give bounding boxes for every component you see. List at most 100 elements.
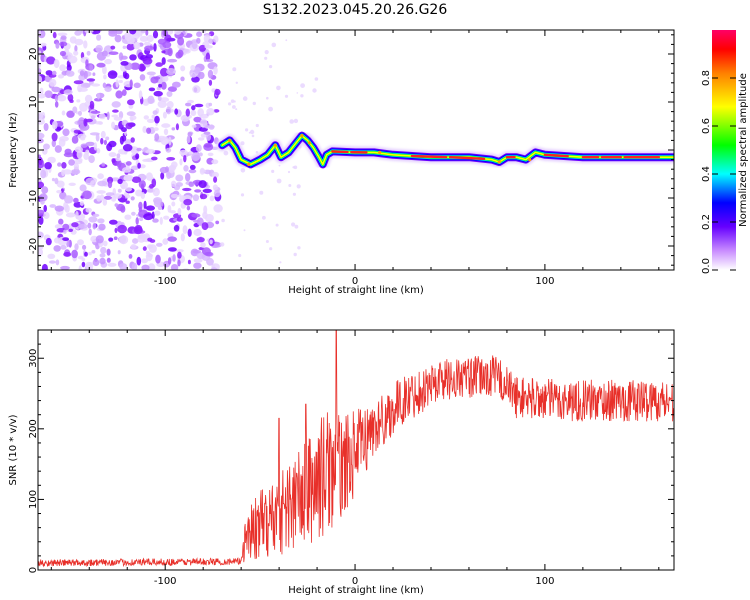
colorbar-label: Normalized spectral amplitude — [738, 73, 749, 227]
x-tick-label: 0 — [352, 276, 358, 287]
noise-blob — [162, 76, 169, 82]
noise-blob — [38, 112, 44, 120]
noise-blob — [235, 108, 238, 111]
noise-blob — [177, 259, 181, 267]
noise-blob — [142, 158, 151, 162]
noise-blob — [43, 123, 49, 131]
noise-blob — [116, 153, 121, 159]
noise-blob — [193, 262, 202, 269]
noise-blob — [213, 109, 220, 113]
noise-blob — [102, 65, 107, 75]
noise-blob — [78, 110, 82, 116]
noise-blob — [122, 45, 127, 49]
noise-blob — [121, 35, 126, 40]
noise-blob — [65, 212, 76, 218]
noise-blob — [64, 204, 70, 213]
noise-blob — [60, 35, 67, 40]
noise-blob — [160, 67, 169, 77]
noise-blob — [122, 144, 133, 152]
noise-blob — [115, 90, 123, 99]
noise-blob — [149, 184, 154, 189]
noise-blob — [74, 30, 82, 36]
noise-blob — [171, 201, 176, 207]
colorbar-tick-label: 0.4 — [701, 166, 712, 182]
x-tick-label: -100 — [154, 576, 177, 587]
noise-blob — [73, 80, 84, 85]
noise-blob — [289, 119, 295, 124]
noise-blob — [125, 200, 130, 204]
noise-blob — [196, 217, 204, 226]
noise-blob — [151, 114, 156, 119]
noise-blob — [39, 193, 48, 202]
noise-blob — [269, 65, 273, 69]
noise-blob — [166, 68, 176, 76]
noise-blob — [61, 110, 66, 116]
noise-blob — [154, 210, 161, 216]
noise-blob — [213, 204, 223, 213]
noise-blob — [66, 70, 75, 77]
noise-blob — [115, 157, 121, 162]
spectrogram-content — [38, 30, 674, 270]
y-tick-label: 300 — [28, 349, 39, 368]
noise-blob — [113, 236, 118, 240]
noise-blob — [188, 182, 195, 187]
noise-blob — [82, 244, 87, 250]
noise-blob — [213, 66, 218, 75]
noise-blob — [85, 149, 90, 155]
noise-blob — [129, 54, 137, 61]
noise-blob — [62, 237, 69, 242]
x-tick-label: -100 — [154, 276, 177, 287]
spectrogram-x-label: Height of straight line (km) — [288, 285, 424, 296]
noise-blob — [94, 97, 103, 102]
noise-blob — [195, 144, 202, 153]
noise-blob — [54, 101, 59, 108]
noise-blob — [59, 50, 67, 57]
noise-blob — [142, 246, 147, 251]
noise-blob — [172, 254, 176, 262]
noise-blob — [129, 30, 137, 35]
noise-blob — [72, 106, 78, 114]
y-tick-label: -10 — [28, 190, 39, 206]
noise-blob — [137, 32, 143, 37]
noise-blob — [193, 116, 202, 123]
noise-blob — [287, 170, 291, 174]
noise-blob — [147, 95, 155, 105]
noise-blob — [154, 133, 160, 142]
noise-blob — [179, 158, 183, 166]
noise-blob — [147, 263, 156, 270]
noise-blob — [68, 182, 76, 186]
noise-blob — [120, 61, 129, 66]
noise-blob — [191, 41, 198, 50]
noise-blob — [159, 216, 163, 225]
noise-blob — [102, 240, 108, 247]
noise-blob — [204, 45, 213, 49]
noise-blob — [138, 63, 146, 72]
noise-blob — [245, 128, 249, 132]
noise-blob — [97, 218, 105, 224]
noise-blob — [96, 190, 106, 194]
noise-blob — [151, 156, 158, 161]
noise-blob — [125, 161, 132, 166]
noise-blob — [143, 233, 150, 240]
spectrogram-y-label: Frequency (Hz) — [8, 112, 19, 188]
noise-blob — [71, 249, 78, 259]
noise-blob — [146, 71, 156, 76]
noise-blob — [118, 79, 123, 84]
colorbar-scale — [712, 30, 736, 270]
noise-blob — [153, 127, 159, 131]
noise-blob — [196, 31, 203, 37]
noise-blob — [105, 192, 115, 197]
noise-blob — [146, 127, 152, 134]
noise-blob — [104, 58, 112, 65]
trace-peak — [410, 154, 448, 159]
noise-blob — [192, 249, 201, 254]
noise-blob — [106, 257, 111, 263]
noise-blob — [54, 145, 62, 153]
noise-blob — [49, 204, 56, 208]
noise-blob — [124, 214, 132, 220]
noise-blob — [68, 55, 78, 64]
noise-blob — [141, 264, 150, 270]
noise-blob — [92, 258, 100, 267]
trace-peak — [307, 141, 312, 145]
noise-blob — [145, 252, 153, 262]
